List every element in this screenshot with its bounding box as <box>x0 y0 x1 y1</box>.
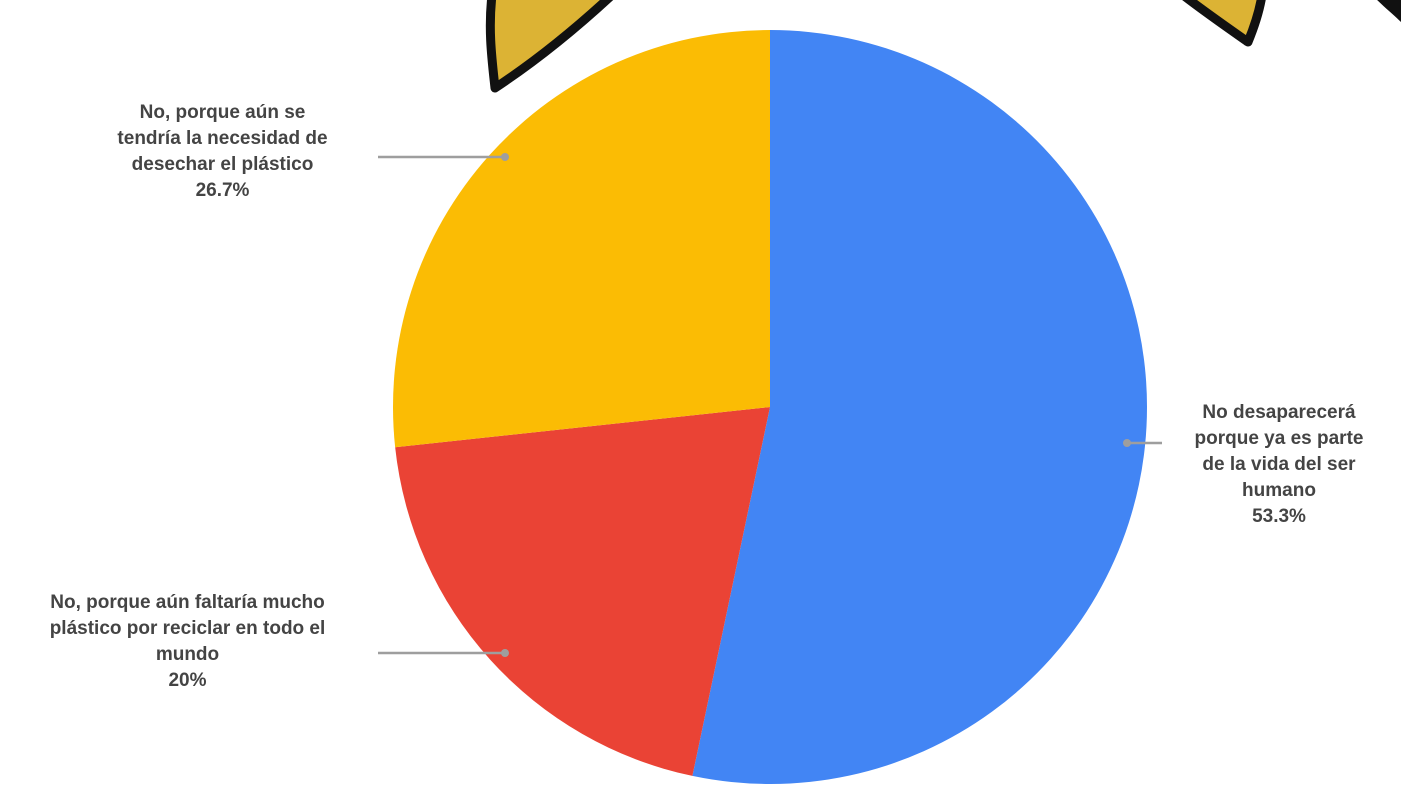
slice-label-no-desaparecera: No desaparecerá porque ya es parte de la… <box>1164 400 1394 530</box>
slice-label-falta-reciclar: No, porque aún faltaría mucho plástico p… <box>0 590 375 694</box>
slice-label-text: No, porque aún se tendría la necesidad d… <box>117 102 328 175</box>
slice-value-label: 20% <box>168 670 207 691</box>
pie-slice <box>395 407 770 776</box>
decor-sticker-right <box>1182 0 1401 47</box>
slice-value-label: 26.7% <box>195 180 250 201</box>
decor-sticker-left <box>485 0 614 93</box>
slice-label-text: No, porque aún faltaría mucho plástico p… <box>49 592 326 665</box>
leader-dot <box>501 153 509 161</box>
pie-slice <box>692 30 1147 784</box>
pie-slice <box>392 30 770 448</box>
slice-label-desechar-plastico: No, porque aún se tendría la necesidad d… <box>60 100 385 204</box>
pie-slices <box>392 30 1147 784</box>
leader-dot <box>501 649 509 657</box>
slice-value-label: 53.3% <box>1252 506 1306 527</box>
slice-label-text: No desaparecerá porque ya es parte de la… <box>1194 402 1364 501</box>
leader-lines <box>378 153 1162 657</box>
leader-dot <box>1123 439 1131 447</box>
